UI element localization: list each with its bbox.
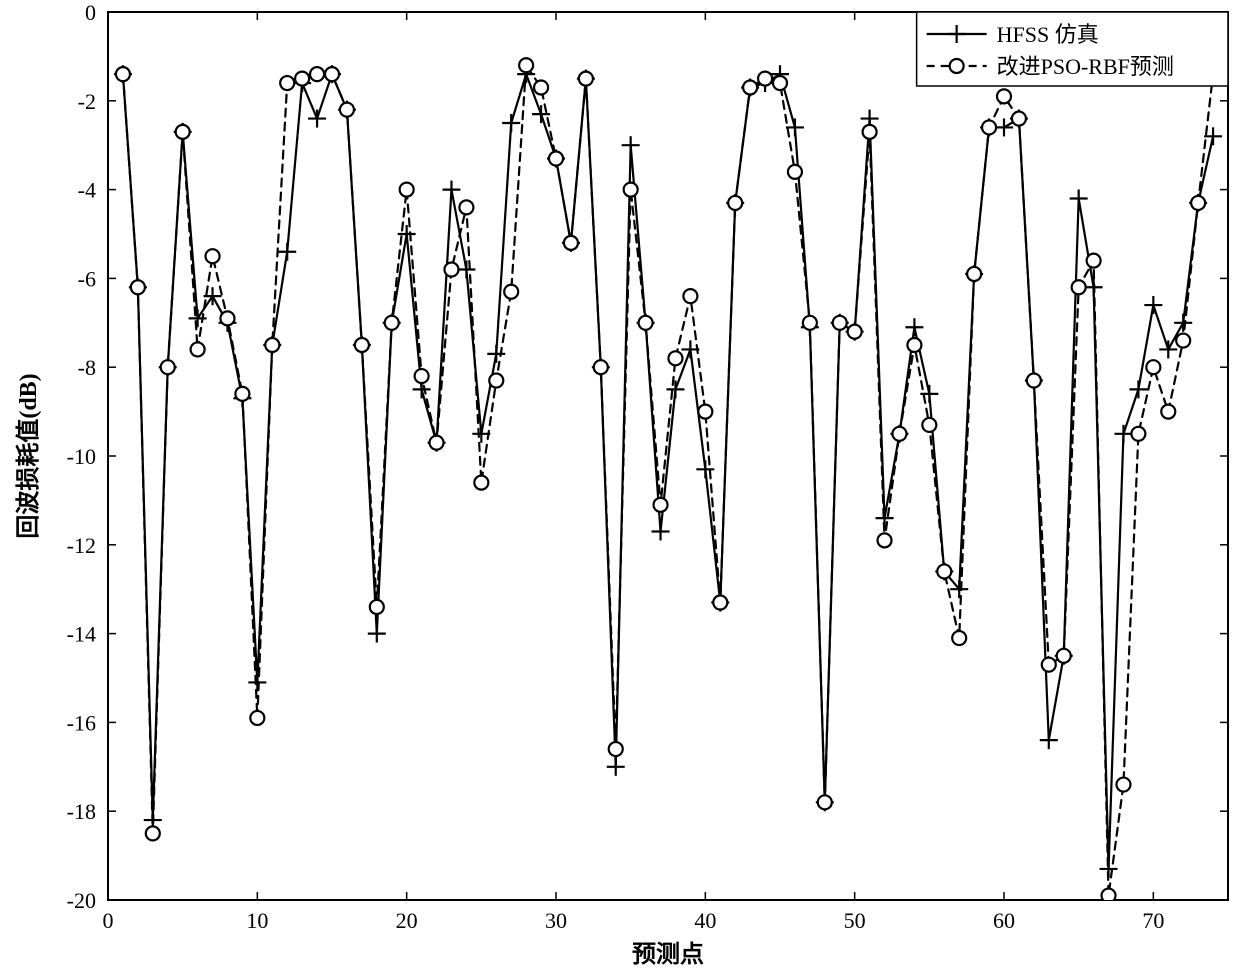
x-tick-label: 40: [694, 908, 716, 933]
y-tick-label: -12: [67, 533, 96, 558]
y-tick-label: -20: [67, 888, 96, 913]
x-axis-label: 预测点: [632, 941, 704, 968]
y-tick-label: -8: [78, 355, 96, 380]
y-tick-label: -2: [78, 89, 96, 114]
x-tick-label: 0: [103, 908, 114, 933]
x-tick-label: 30: [545, 908, 567, 933]
x-tick-label: 10: [246, 908, 268, 933]
x-tick-label: 50: [844, 908, 866, 933]
y-tick-label: -16: [67, 710, 96, 735]
chart-container: 010203040506070-20-18-16-14-12-10-8-6-4-…: [0, 0, 1240, 973]
y-tick-label: 0: [85, 0, 96, 25]
y-tick-label: -14: [67, 622, 96, 647]
legend-item-label: HFSS 仿真: [997, 22, 1099, 47]
y-tick-label: -10: [67, 444, 96, 469]
chart-svg: 010203040506070-20-18-16-14-12-10-8-6-4-…: [0, 0, 1240, 973]
y-tick-label: -6: [78, 266, 96, 291]
legend: HFSS 仿真改进PSO-RBF预测: [917, 12, 1228, 86]
y-tick-label: -18: [67, 799, 96, 824]
y-tick-label: -4: [78, 178, 96, 203]
x-tick-label: 20: [396, 908, 418, 933]
y-axis-label: 回波损耗值(dB): [14, 373, 42, 538]
legend-item-label: 改进PSO-RBF预测: [997, 54, 1174, 79]
x-tick-label: 70: [1142, 908, 1164, 933]
x-tick-label: 60: [993, 908, 1015, 933]
